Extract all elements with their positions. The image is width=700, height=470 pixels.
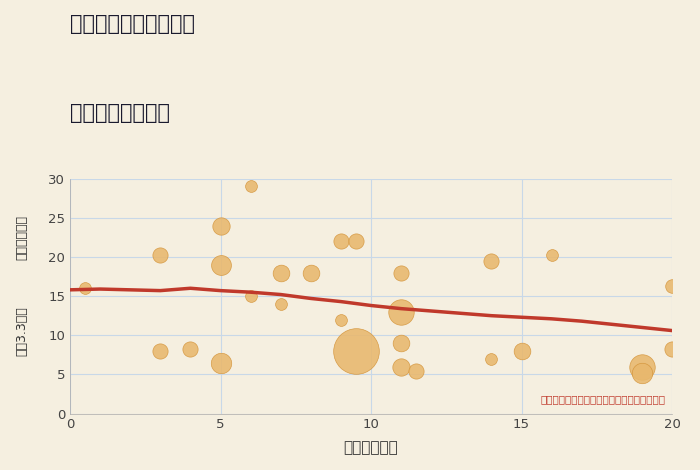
Point bbox=[546, 251, 557, 259]
Point bbox=[395, 308, 407, 315]
Text: 単価（万円）: 単価（万円） bbox=[15, 215, 28, 260]
Text: 三重県四日市市桜台の: 三重県四日市市桜台の bbox=[70, 14, 195, 34]
Point bbox=[245, 183, 256, 190]
Point bbox=[335, 237, 346, 245]
Point bbox=[245, 292, 256, 300]
Point bbox=[215, 359, 226, 367]
Point bbox=[215, 261, 226, 268]
Point bbox=[516, 347, 527, 355]
X-axis label: 駅距離（分）: 駅距離（分） bbox=[344, 440, 398, 455]
Point bbox=[155, 251, 166, 259]
Point bbox=[410, 367, 421, 374]
Point bbox=[215, 222, 226, 229]
Point bbox=[395, 269, 407, 276]
Point bbox=[350, 347, 361, 355]
Point bbox=[155, 347, 166, 355]
Point bbox=[395, 363, 407, 370]
Point bbox=[275, 300, 286, 308]
Point bbox=[666, 282, 678, 290]
Text: 駅距離別土地価格: 駅距離別土地価格 bbox=[70, 103, 170, 124]
Point bbox=[350, 237, 361, 245]
Point bbox=[335, 316, 346, 323]
Point bbox=[185, 345, 196, 353]
Point bbox=[486, 257, 497, 265]
Point bbox=[275, 269, 286, 276]
Point bbox=[636, 363, 648, 370]
Text: 坪（3.3㎡）: 坪（3.3㎡） bbox=[15, 306, 28, 356]
Point bbox=[666, 345, 678, 353]
Point bbox=[305, 269, 316, 276]
Point bbox=[395, 339, 407, 347]
Point bbox=[79, 284, 91, 292]
Point bbox=[636, 369, 648, 376]
Point bbox=[486, 355, 497, 362]
Text: 円の大きさは、取引のあった物件面積を示す: 円の大きさは、取引のあった物件面積を示す bbox=[541, 394, 666, 404]
